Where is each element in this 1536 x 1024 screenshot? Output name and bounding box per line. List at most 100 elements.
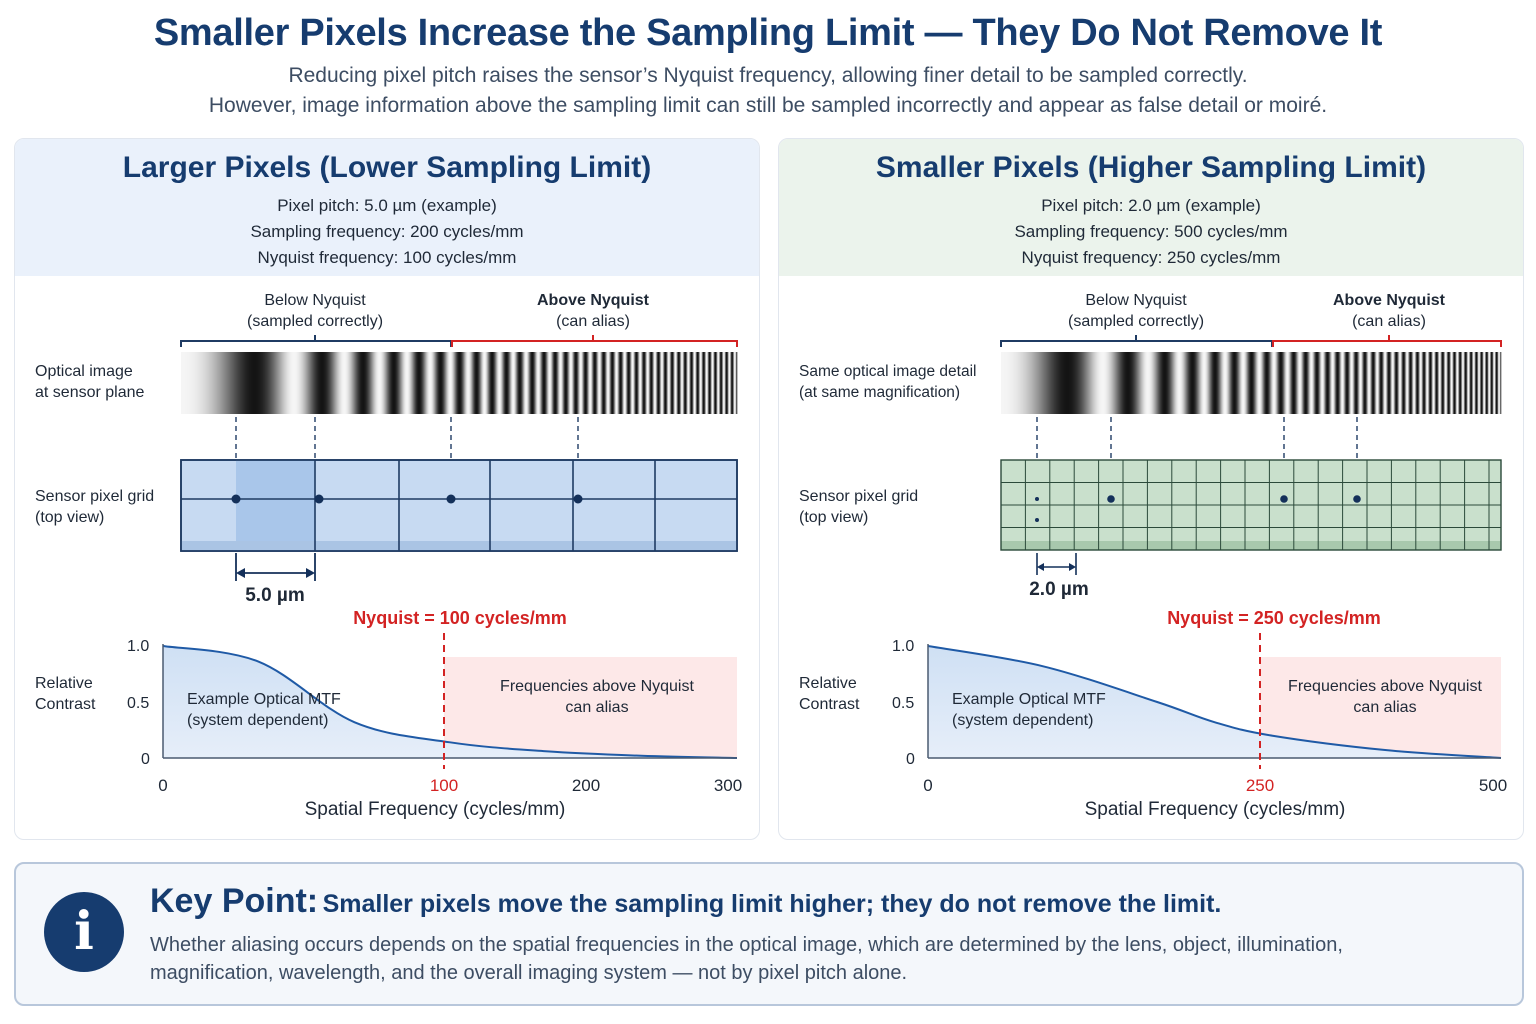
stripe — [1089, 352, 1091, 414]
stripe — [1221, 352, 1223, 414]
stripe — [733, 352, 735, 414]
stripe — [628, 352, 630, 414]
stripe — [474, 352, 476, 414]
stripe — [1232, 352, 1234, 414]
stripe — [1177, 352, 1179, 414]
stripe — [298, 352, 300, 414]
stripe — [371, 352, 373, 414]
stripe — [388, 352, 390, 414]
stripe — [375, 352, 377, 414]
stripe — [218, 352, 220, 414]
stripe — [459, 352, 461, 414]
stripe — [212, 352, 214, 414]
stripe — [491, 352, 493, 414]
stripe — [1013, 352, 1015, 414]
stripe — [638, 352, 640, 414]
stripe — [456, 352, 458, 414]
stripe — [676, 352, 678, 414]
stripe — [1244, 352, 1246, 414]
stripe — [710, 352, 712, 414]
stripe — [620, 352, 622, 414]
above-nyquist-label: Above Nyquist (can alias) — [536, 292, 649, 330]
stripe — [1465, 352, 1467, 414]
stripe — [1343, 352, 1345, 414]
stripe — [588, 352, 590, 414]
stripe — [1033, 352, 1035, 414]
stripe — [1470, 352, 1472, 414]
stripe — [422, 352, 424, 414]
stripe — [1367, 352, 1369, 414]
stripe — [1389, 352, 1391, 414]
stripe — [1156, 352, 1158, 414]
stripe — [542, 352, 544, 414]
stripe — [186, 352, 188, 414]
stripe — [1105, 352, 1107, 414]
stripe — [204, 352, 206, 414]
stripe — [1413, 352, 1415, 414]
stripe — [585, 352, 587, 414]
stripe — [579, 352, 581, 414]
stripe — [194, 352, 196, 414]
stripe — [1454, 352, 1456, 414]
stripe — [1073, 352, 1075, 414]
stripe — [1456, 352, 1458, 414]
stripe — [1223, 352, 1225, 414]
stripe — [201, 352, 203, 414]
stripe — [277, 352, 279, 414]
stripe — [461, 352, 463, 414]
stripe — [1499, 352, 1501, 414]
stripe — [1266, 352, 1268, 414]
stripe — [1117, 352, 1119, 414]
stripe — [1489, 352, 1491, 414]
stripe — [1205, 352, 1207, 414]
stripe — [470, 352, 472, 414]
stripe — [1345, 352, 1347, 414]
stripe — [1120, 352, 1122, 414]
stripe — [1448, 352, 1450, 414]
stripe — [1042, 352, 1044, 414]
stripe — [326, 352, 328, 414]
stripe — [211, 352, 213, 414]
stripe — [698, 352, 700, 414]
stripe — [1337, 352, 1339, 414]
stripe — [1239, 352, 1241, 414]
stripe — [219, 352, 221, 414]
stripe — [1280, 352, 1282, 414]
stripe — [395, 352, 397, 414]
stripe — [280, 352, 282, 414]
stripe — [1471, 352, 1473, 414]
stripe — [1368, 352, 1370, 414]
stripe — [1447, 352, 1449, 414]
stripe — [512, 352, 514, 414]
stripe — [1414, 352, 1416, 414]
stripe — [1183, 352, 1185, 414]
stripe — [1175, 352, 1177, 414]
stripe — [338, 352, 340, 414]
stripe — [531, 352, 533, 414]
stripe — [1296, 352, 1298, 414]
stripe — [1200, 352, 1202, 414]
stripe — [362, 352, 364, 414]
stripe — [659, 352, 661, 414]
stripe — [1126, 352, 1128, 414]
nyquist-marker-label: Nyquist = 250 cycles/mm — [1167, 608, 1381, 628]
stripe — [1010, 352, 1012, 414]
stripe — [1112, 352, 1114, 414]
stripe — [1325, 352, 1327, 414]
stripe — [1247, 352, 1249, 414]
stripe — [359, 352, 361, 414]
stripe — [1035, 352, 1037, 414]
stripe — [356, 352, 358, 414]
stripe — [294, 352, 296, 414]
stripe — [684, 352, 686, 414]
stripe — [1275, 352, 1277, 414]
x-tick-200: 200 — [571, 776, 601, 795]
stripe — [546, 352, 548, 414]
stripe — [1130, 352, 1132, 414]
stripe — [339, 352, 341, 414]
stripe — [1304, 352, 1306, 414]
stripe — [704, 352, 706, 414]
stripe — [1047, 352, 1049, 414]
stripe — [312, 352, 314, 414]
stripe — [1467, 352, 1469, 414]
